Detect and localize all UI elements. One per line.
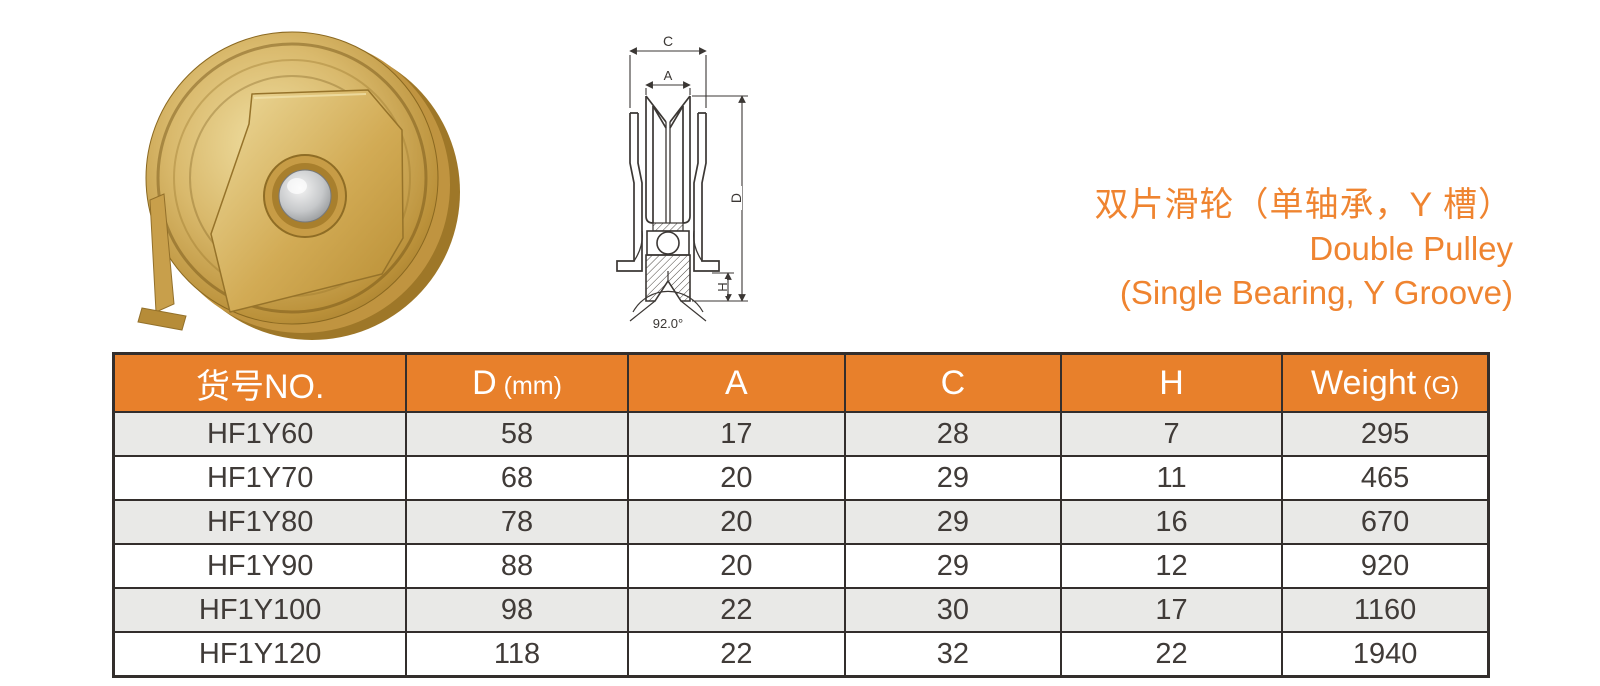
table-row: HF1Y90 88 20 29 12 920 (112, 543, 1490, 589)
column-header-label: 货号NO. (195, 367, 325, 406)
table-cell: 98 (405, 587, 629, 633)
table-cell: 17 (626, 411, 846, 457)
table-cell: 20 (626, 543, 846, 589)
table-row: HF1Y80 78 20 29 16 670 (112, 499, 1490, 545)
table-cell: 29 (843, 499, 1062, 545)
table-cell: HF1Y80 (112, 499, 408, 545)
table-cell: HF1Y60 (112, 411, 408, 457)
spec-table: 货号NO. D (mm) A C H Weight (G) HF1Y60 58 17 28 7 29… (112, 352, 1490, 678)
table-cell: 20 (626, 455, 846, 501)
dimension-h-label: H (715, 282, 730, 291)
table-cell: 78 (405, 499, 629, 545)
table-cell: 29 (843, 543, 1062, 589)
bearing-circle (656, 231, 680, 255)
dimension-h-label-bg (714, 279, 727, 296)
table-cell: 28 (843, 411, 1062, 457)
dimension-d-label-bg (728, 186, 742, 210)
table-cell: 68 (405, 455, 629, 501)
column-header-label: C (940, 363, 966, 402)
table-row: HF1Y100 98 22 30 17 1160 (112, 587, 1490, 633)
table-row: HF1Y60 58 17 28 7 295 (112, 411, 1490, 457)
table-cell: HF1Y90 (112, 543, 408, 589)
technical-diagram: 92.0° C A D (578, 18, 798, 338)
table-cell: 32 (843, 631, 1062, 678)
product-subtitle-en: (Single Bearing, Y Groove) (1119, 274, 1513, 311)
table-cell: HF1Y70 (112, 455, 408, 501)
table-cell: 22 (1059, 631, 1284, 678)
table-cell: 1160 (1281, 587, 1490, 633)
table-cell: 17 (1059, 587, 1284, 633)
table-cell: 670 (1281, 499, 1490, 545)
column-header: 货号NO. (112, 352, 408, 413)
table-cell: 30 (843, 587, 1062, 633)
wheel-section (645, 95, 691, 224)
spec-table-body: HF1Y60 58 17 28 7 295 HF1Y70 68 20 29 11 465 HF1Y80 7… (112, 411, 1490, 678)
table-cell: 118 (405, 631, 629, 678)
dimension-d-label: D (728, 193, 744, 203)
table-cell: HF1Y100 (112, 587, 408, 633)
dimension-a (645, 81, 691, 95)
angle-label-bg (644, 315, 692, 331)
column-header: Weight (G) (1281, 352, 1490, 413)
side-brackets (616, 112, 720, 272)
bracket-leg (137, 193, 187, 331)
column-header: A (626, 352, 846, 413)
dimension-c (629, 47, 707, 108)
cross-section-drawing: 92.0° C A D (616, 33, 748, 331)
column-header-label: D (472, 363, 497, 402)
table-cell: 1940 (1281, 631, 1490, 678)
table-cell: 20 (626, 499, 846, 545)
dimension-a-label: A (664, 68, 673, 83)
dimension-c-label: C (663, 33, 673, 49)
column-header-unit: (mm) (496, 371, 562, 400)
table-cell: 465 (1281, 455, 1490, 501)
table-cell: 88 (405, 543, 629, 589)
column-header: D (mm) (405, 352, 629, 413)
dimension-h (712, 272, 734, 302)
column-header-label: A (725, 363, 748, 402)
table-row: HF1Y120 118 22 32 22 1940 (112, 631, 1490, 678)
table-cell: 11 (1059, 455, 1284, 501)
hub-bearing-axle (645, 222, 691, 302)
table-cell: 7 (1059, 411, 1284, 457)
angle-callout (629, 290, 707, 322)
table-cell: HF1Y120 (112, 631, 408, 678)
product-title-en: Double Pulley (1309, 230, 1513, 267)
product-title-zh: 双片滑轮（单轴承，Y 槽） (1094, 186, 1513, 224)
column-header-label: H (1159, 363, 1184, 402)
table-cell: 12 (1059, 543, 1284, 589)
product-title-block: 双片滑轮（单轴承，Y 槽） Double Pulley (Single Bear… (1094, 183, 1513, 315)
table-cell: 22 (626, 587, 846, 633)
table-cell: 58 (405, 411, 629, 457)
spec-table-wrap: 货号NO. D (mm) A C H Weight (G) HF1Y60 58 17 28 7 29… (112, 352, 1490, 678)
column-header-label: Weight (1310, 363, 1417, 402)
table-cell: 920 (1281, 543, 1490, 589)
column-header: C (843, 352, 1062, 413)
product-photo (112, 12, 462, 352)
pulley-photo-illustration (137, 31, 460, 340)
column-header-unit: (G) (1416, 371, 1460, 400)
table-cell: 295 (1281, 411, 1490, 457)
table-row: HF1Y70 68 20 29 11 465 (112, 455, 1490, 501)
angle-label: 92.0° (653, 316, 684, 331)
hub-and-bearing (263, 154, 347, 238)
column-header: H (1059, 352, 1284, 413)
spec-table-header-row: 货号NO. D (mm) A C H Weight (G) (112, 352, 1490, 413)
table-cell: 22 (626, 631, 846, 678)
table-cell: 29 (843, 455, 1062, 501)
table-cell: 16 (1059, 499, 1284, 545)
